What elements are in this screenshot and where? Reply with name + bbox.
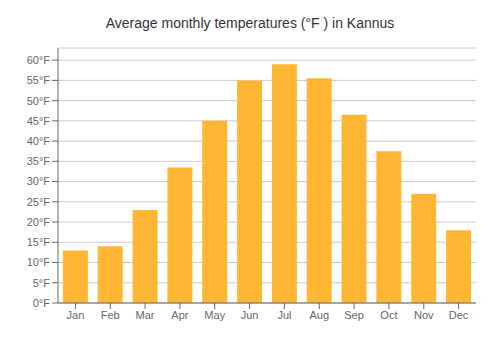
svg-text:45°F: 45°F xyxy=(27,115,51,127)
svg-text:Aug: Aug xyxy=(309,309,329,321)
svg-text:50°F: 50°F xyxy=(27,95,51,107)
svg-text:Apr: Apr xyxy=(171,309,188,321)
svg-text:25°F: 25°F xyxy=(27,196,51,208)
svg-text:55°F: 55°F xyxy=(27,74,51,86)
svg-text:Oct: Oct xyxy=(380,309,397,321)
svg-text:Sep: Sep xyxy=(344,309,364,321)
svg-text:Jun: Jun xyxy=(241,309,259,321)
svg-text:60°F: 60°F xyxy=(27,54,51,66)
svg-text:Mar: Mar xyxy=(136,309,155,321)
svg-text:10°F: 10°F xyxy=(27,256,51,268)
svg-text:20°F: 20°F xyxy=(27,216,51,228)
svg-text:5°F: 5°F xyxy=(33,277,51,289)
svg-text:Jul: Jul xyxy=(277,309,291,321)
svg-text:40°F: 40°F xyxy=(27,135,51,147)
svg-text:May: May xyxy=(204,309,225,321)
svg-text:0°F: 0°F xyxy=(33,297,51,309)
svg-text:15°F: 15°F xyxy=(27,236,51,248)
svg-text:35°F: 35°F xyxy=(27,155,51,167)
svg-text:Nov: Nov xyxy=(414,309,434,321)
svg-text:Dec: Dec xyxy=(449,309,469,321)
svg-text:30°F: 30°F xyxy=(27,175,51,187)
svg-text:Jan: Jan xyxy=(67,309,85,321)
svg-text:Feb: Feb xyxy=(101,309,120,321)
html-text:Average monthly temperatures (: Average monthly temperatures (°F ) in Ka… xyxy=(105,15,395,31)
